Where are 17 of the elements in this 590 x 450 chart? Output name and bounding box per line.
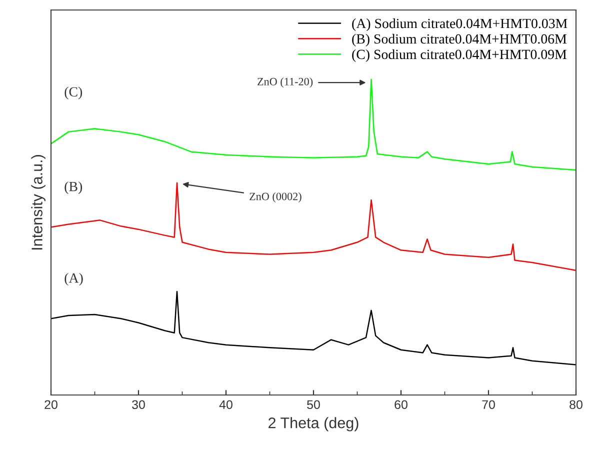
- x-tick-label: 50: [307, 400, 320, 410]
- annotation: (B): [64, 181, 82, 194]
- legend-label: (C) Sodium citrate0.04M+HMT0.09M: [352, 49, 566, 62]
- x-tick-label: 30: [132, 400, 145, 410]
- x-tick-label: 20: [44, 400, 58, 410]
- x-axis-title: 2 Theta (deg): [268, 417, 358, 432]
- annotation: ZnO (0002): [250, 192, 302, 202]
- annotation: (A): [64, 272, 83, 286]
- legend-label: (B) Sodium citrate0.04M+HMT0.06M: [352, 34, 566, 46]
- x-tick-label: 80: [570, 400, 582, 410]
- y-axis-title: Intensity (a.u.): [31, 155, 46, 250]
- annotation: ZnO (11-20): [258, 78, 313, 88]
- x-tick-label: 70: [482, 400, 495, 410]
- annotation: (C): [64, 86, 82, 100]
- x-tick-label: 60: [394, 400, 408, 410]
- x-tick-label: 40: [219, 400, 232, 410]
- legend-label: (A) Sodium citrate0.04M+HMT0.03M: [352, 18, 568, 32]
